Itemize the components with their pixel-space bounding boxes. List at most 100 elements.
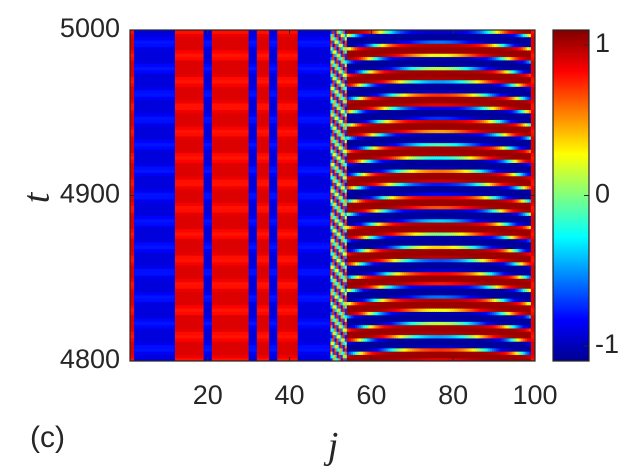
heatmap-cell [142,96,145,101]
heatmap-cell [166,341,170,346]
heatmap-cell [195,82,199,87]
heatmap-cell [166,228,170,233]
heatmap-cell [168,298,172,303]
heatmap-cell [146,301,150,306]
heatmap-cell [170,119,174,124]
heatmap-cell [164,301,168,306]
heatmap-cell [181,169,184,173]
heatmap-cell [140,357,143,361]
heatmap-cell [164,63,168,68]
heatmap-cell [136,86,139,91]
heatmap-cell [156,39,160,44]
heatmap-cell [150,304,154,309]
heatmap-cell [183,129,186,134]
heatmap-cell [160,149,164,154]
heatmap-cell [183,298,186,303]
heatmap-cell [197,255,201,259]
heatmap-cell [172,311,176,316]
heatmap-cell [179,294,182,299]
heatmap-cell [197,308,201,312]
heatmap-cell [189,129,192,134]
heatmap-cell [170,278,174,283]
heatmap-cell [187,195,190,200]
heatmap-cell [201,218,205,223]
heatmap-cell [197,149,201,154]
heatmap-cell [177,291,180,296]
heatmap-cell [160,39,164,44]
heatmap-cell [146,119,150,124]
heatmap-cell [164,271,168,276]
heatmap-cell [197,261,201,266]
heatmap-cell [177,251,180,256]
heatmap-cell [185,99,188,104]
heatmap-cell [158,357,162,361]
heatmap-cell [148,39,152,44]
heatmap-cell [156,344,160,349]
heatmap-cell [136,125,139,130]
heatmap-cell [179,33,182,38]
heatmap-cell [130,109,133,114]
heatmap-cell [191,291,195,296]
heatmap-cell [132,347,135,352]
heatmap-cell [156,59,160,64]
heatmap-cell [158,225,162,230]
heatmap-cell [160,49,164,54]
heatmap-cell [132,122,135,127]
heatmap-cell [142,155,145,160]
heatmap-cell [197,39,201,44]
heatmap-cell [197,99,201,104]
heatmap-cell [187,218,190,223]
heatmap-cell [152,162,156,167]
heatmap-cell [177,198,180,203]
heatmap-cell [162,321,166,326]
heatmap-cell [136,99,139,104]
heatmap-cell [154,317,158,322]
heatmap-cell [168,324,172,329]
heatmap-cell [130,73,133,77]
heatmap-cell [195,53,199,58]
heatmap-cell [197,321,201,326]
heatmap-cell [132,268,135,273]
heatmap-cell [172,308,176,312]
heatmap-cell [140,102,143,107]
heatmap-cell [166,317,170,322]
heatmap-cell [183,159,186,163]
heatmap-cell [142,337,145,342]
heatmap-cell [191,228,195,233]
heatmap-cell [172,82,176,87]
heatmap-cell [187,281,190,286]
heatmap-cell [170,301,174,306]
heatmap-cell [170,30,174,34]
heatmap-cell [160,274,164,279]
heatmap-cell [140,291,143,296]
heatmap-cell [164,182,168,187]
heatmap-cell [191,53,195,58]
heatmap-cell [142,245,145,250]
heatmap-cell [142,86,145,91]
heatmap-cell [144,178,147,183]
heatmap-cell [158,79,162,84]
heatmap-cell [156,231,160,236]
heatmap-cell [195,159,199,163]
heatmap-cell [197,106,201,111]
heatmap-cell [183,308,186,312]
heatmap-cell [199,96,203,101]
heatmap-cell [154,225,158,230]
heatmap-cell [170,195,174,200]
heatmap-cell [172,304,176,309]
heatmap-cell [197,112,201,117]
heatmap-cell [148,43,152,48]
heatmap-cell [162,198,166,203]
heatmap-cell [191,215,195,220]
heatmap-cell [199,268,203,273]
heatmap-cell [185,281,188,286]
heatmap-cell [199,192,203,197]
heatmap-cell [170,109,174,114]
heatmap-cell [164,46,168,51]
heatmap-cell [179,314,182,319]
heatmap-cell [148,162,152,167]
heatmap-cell [166,291,170,296]
heatmap-cell [162,341,166,346]
heatmap-cell [195,175,199,180]
heatmap-cell [160,281,164,286]
